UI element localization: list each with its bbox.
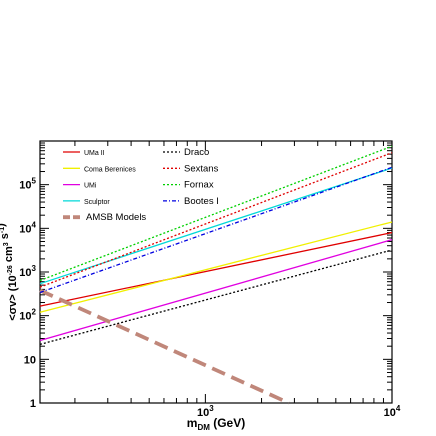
legend: UMa II Coma Berenices UMi Sculptor Draco Sext… — [63, 147, 219, 223]
series-line-sculptor — [39, 167, 393, 285]
series-line-bootes-i — [39, 166, 393, 294]
legend-label-bootes-i: Bootes I — [184, 196, 219, 207]
y-axis-label: <σv> (10-26 cm3 s-1) — [0, 223, 19, 321]
series-line-coma-berenices — [39, 221, 393, 313]
series-line-fornax — [39, 145, 393, 282]
series-line-amsb-models — [39, 288, 290, 405]
x-axis-label: mDM (GeV) — [187, 416, 245, 432]
series-line-draco — [39, 249, 393, 346]
legend-label-draco: Draco — [184, 147, 209, 158]
y-tick-label: 104 — [19, 220, 36, 235]
legend-label-sextans: Sextans — [184, 163, 219, 174]
minor-ticks — [40, 141, 393, 404]
plot-border — [39, 140, 393, 404]
legend-label-uma-ii: UMa II — [84, 150, 105, 157]
series-layer — [39, 145, 393, 405]
y-tick-label: 103 — [19, 264, 36, 279]
legend-label-amsb-models: AMSB Models — [86, 212, 146, 223]
y-tick-label: 102 — [19, 308, 36, 323]
legend-label-umi: UMi — [84, 183, 97, 190]
y-tick-label: 1 — [30, 398, 36, 410]
legend-label-coma-berenices: Coma Berenices — [84, 166, 136, 173]
series-line-umi — [39, 239, 393, 342]
y-tick-label: 10 — [24, 354, 36, 366]
series-line-sextans — [39, 152, 393, 288]
x-tick-label: 104 — [384, 404, 401, 419]
series-line-uma-ii — [39, 231, 393, 307]
x-tick-label: 103 — [197, 404, 214, 419]
y-tick-label: 105 — [19, 177, 36, 192]
legend-label-sculptor: Sculptor — [84, 199, 110, 206]
tick-labels: 1 10 102 103 104 105 103 104 — [19, 177, 401, 419]
legend-label-fornax: Fornax — [184, 180, 214, 191]
plot-frame — [39, 140, 393, 404]
